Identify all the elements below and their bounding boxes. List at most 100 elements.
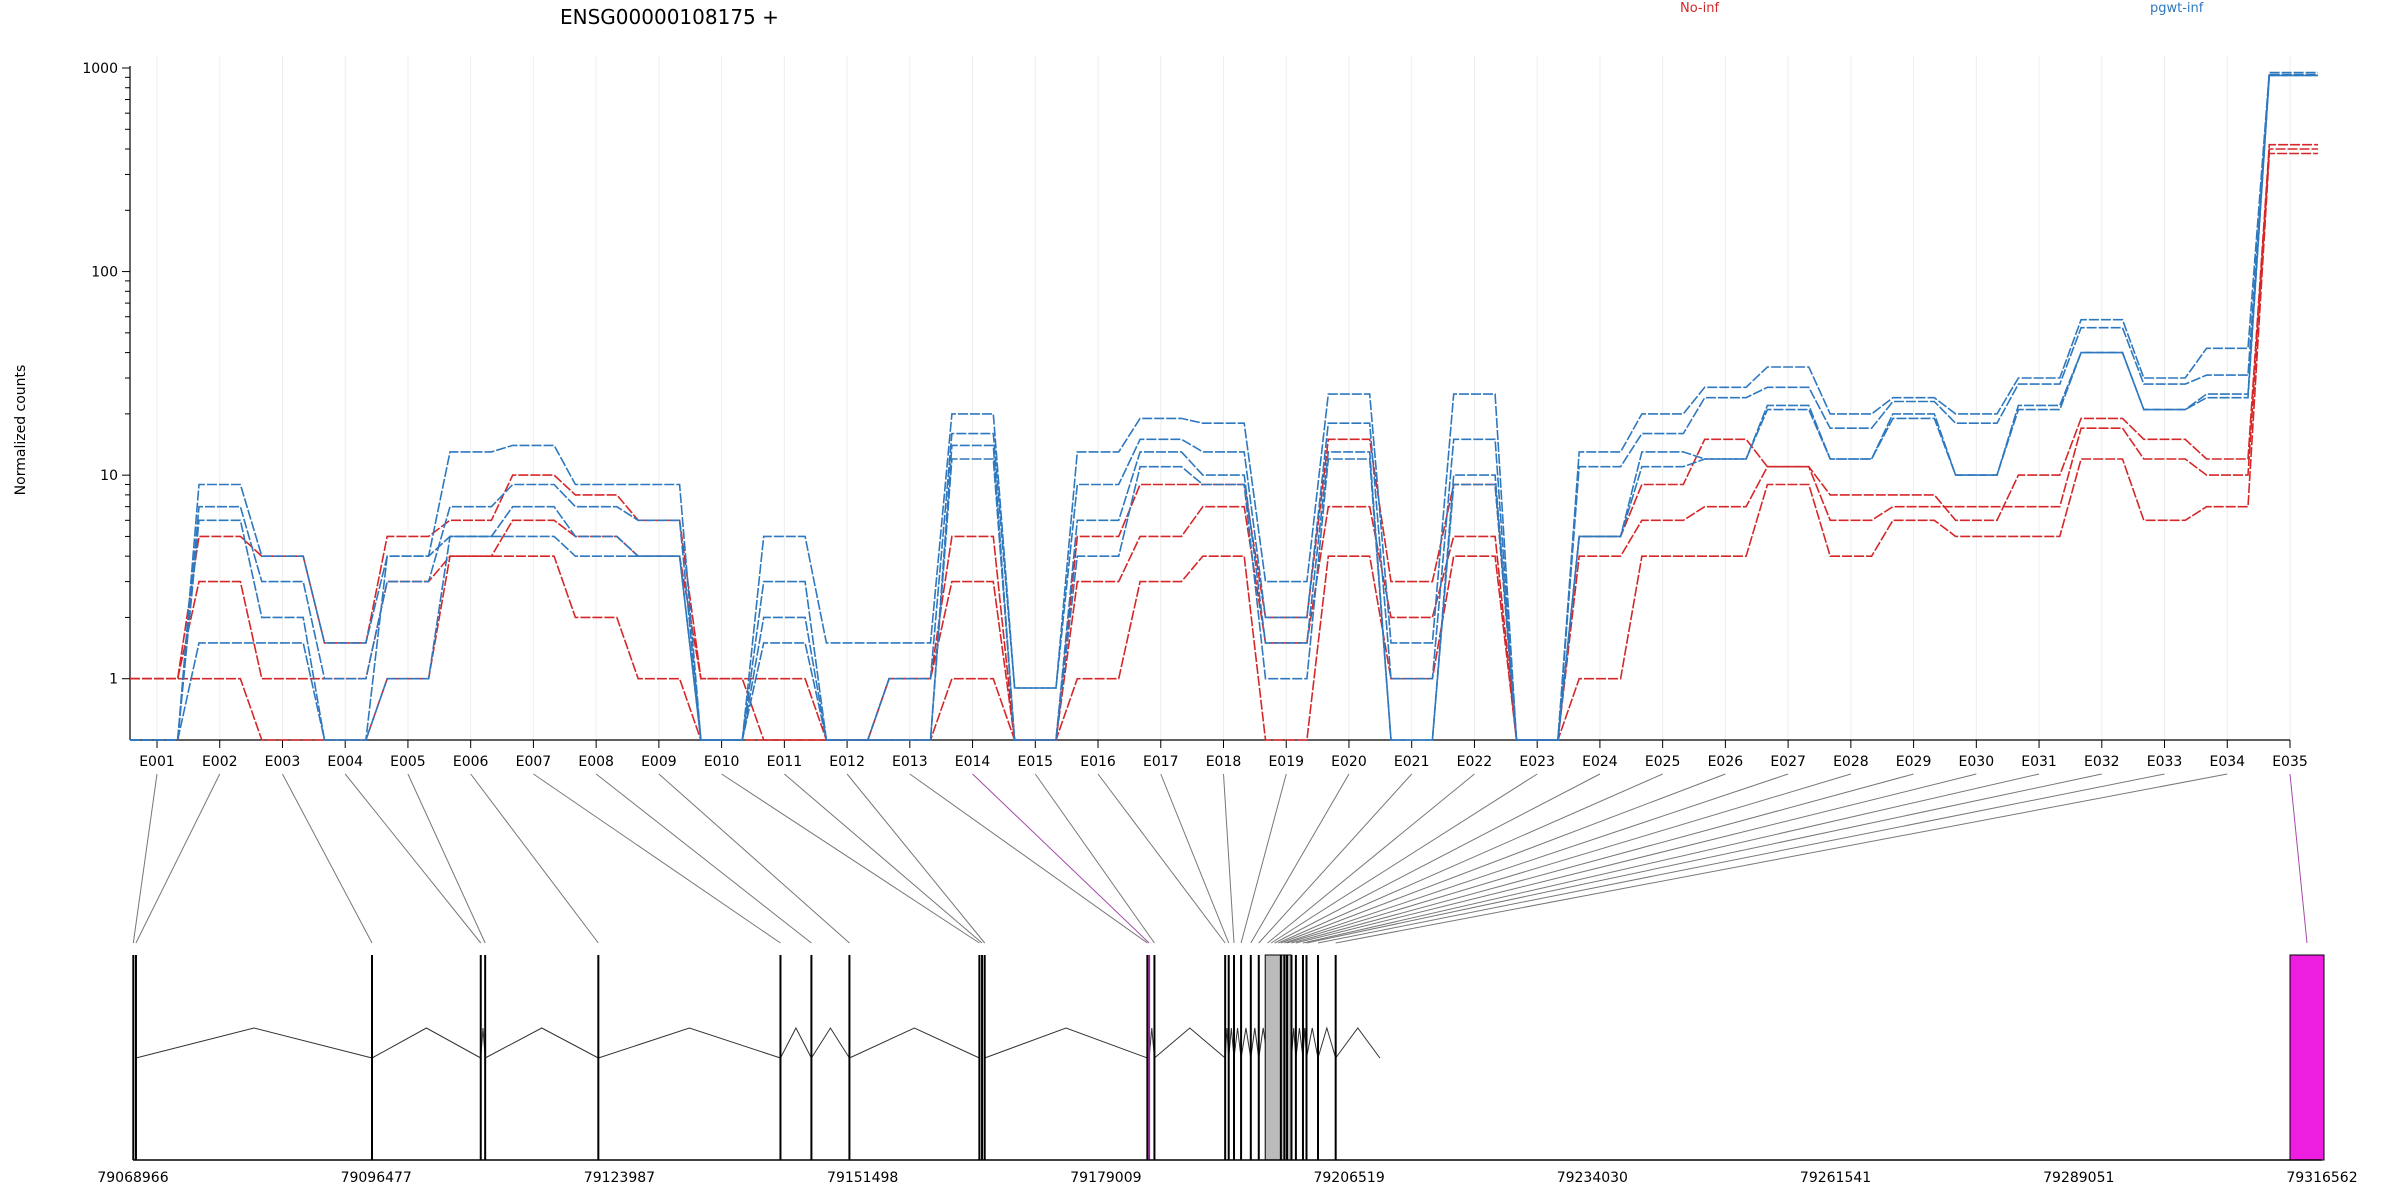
exon-connector [1267, 773, 1475, 944]
y-tick-label: 100 [91, 265, 118, 281]
genome-tick-label: 79068966 [97, 1170, 168, 1186]
x-tick-label: E031 [2021, 754, 2057, 770]
series-line-no-inf [130, 148, 2318, 741]
intron [1233, 1027, 1242, 1059]
x-tick-label: E001 [139, 754, 175, 770]
intron [1154, 1027, 1226, 1059]
exon-box [2289, 954, 2325, 1161]
series-group [130, 71, 2318, 741]
exon-connector [1291, 773, 1914, 944]
exon-connector [1258, 773, 1413, 944]
exon-connector [1240, 773, 1287, 944]
intron [598, 1027, 781, 1059]
genome-tick-label: 79179009 [1070, 1170, 1141, 1186]
exon-connector [344, 773, 482, 944]
x-tick-label: E003 [265, 754, 301, 770]
exon-connector [2289, 773, 2308, 944]
x-tick-label: E009 [641, 754, 677, 770]
legend-no-inf: No-inf [1680, 1, 1719, 16]
intron [1306, 1027, 1319, 1059]
exon-connector [470, 773, 599, 944]
genome-tick-label: 79289051 [2043, 1170, 2114, 1186]
x-tick-label: E027 [1770, 754, 1806, 770]
exon-connector [1223, 773, 1235, 944]
series-line-pgwt-inf [130, 73, 2318, 741]
exon-connector [1034, 773, 1155, 944]
intron [135, 1027, 373, 1059]
y-tick-label: 1 [109, 672, 118, 688]
x-tick-label: E006 [453, 754, 489, 770]
intron [1250, 1027, 1260, 1059]
exon-connector [1335, 773, 2228, 944]
x-tick-label: E028 [1833, 754, 1869, 770]
x-tick-label: E025 [1645, 754, 1681, 770]
x-tick-label: E016 [1080, 754, 1116, 770]
x-tick-label: E008 [578, 754, 614, 770]
y-axis-label: Normalized counts [13, 365, 29, 496]
intron [1295, 1027, 1304, 1059]
genome-tick-label: 79261541 [1800, 1170, 1871, 1186]
series-line-no-inf [130, 152, 2318, 741]
x-tick-label: E019 [1268, 754, 1304, 770]
exon-connector [1306, 773, 2102, 944]
genome-tick-label: 79096477 [341, 1170, 412, 1186]
x-tick-label: E024 [1582, 754, 1618, 770]
intron [849, 1027, 980, 1059]
x-tick-label: E005 [390, 754, 426, 770]
legend-pgwt-inf: pgwt-inf [2150, 1, 2204, 16]
genome-tick-label: 79151498 [827, 1170, 898, 1186]
genome-tick-label: 79123987 [584, 1170, 655, 1186]
x-tick-label: E021 [1394, 754, 1430, 770]
x-tick-label: E015 [1018, 754, 1054, 770]
exon-connector [721, 773, 980, 944]
exon-connector [1097, 773, 1226, 944]
x-tick-label: E026 [1708, 754, 1744, 770]
exon-connector [1302, 773, 2040, 944]
exon-connector [533, 773, 781, 944]
exon-connector [1274, 773, 1601, 944]
exon-connector [909, 773, 1148, 944]
x-tick-label: E012 [829, 754, 865, 770]
exon-connector [1280, 773, 1726, 944]
exon-connector [135, 773, 221, 944]
exon-connector [132, 773, 158, 944]
x-tick-label: E023 [1519, 754, 1555, 770]
intron [780, 1026, 812, 1059]
y-tick-label: 1000 [82, 61, 118, 77]
x-tick-label: E002 [202, 754, 238, 770]
exon-connector [972, 773, 1150, 944]
genome-tick-label: 79316562 [2286, 1170, 2357, 1186]
grid [156, 56, 2291, 740]
exon-connector [1295, 773, 1977, 944]
x-tick-label: E035 [2272, 754, 2308, 770]
exon-connector [1317, 773, 2165, 944]
intron [810, 1027, 850, 1059]
exon-connector [784, 773, 983, 944]
x-tick-label: E007 [516, 754, 552, 770]
intron [371, 1027, 481, 1059]
genome-tick-label: 79206519 [1313, 1170, 1384, 1186]
x-tick-label: E010 [704, 754, 740, 770]
x-tick-label: E017 [1143, 754, 1179, 770]
x-tick-label: E014 [955, 754, 991, 770]
x-tick-label: E013 [892, 754, 928, 770]
x-tick-label: E020 [1331, 754, 1367, 770]
exon-connector [1160, 773, 1230, 944]
chart-title: ENSG00000108175 + [560, 5, 779, 29]
exon-connector [1250, 773, 1350, 944]
x-tick-label: E030 [1959, 754, 1995, 770]
exon-connector [282, 773, 373, 944]
exon-connector [1284, 773, 1789, 944]
exon-connector [658, 773, 850, 944]
intron [1317, 1026, 1337, 1059]
intron [1335, 1027, 1381, 1059]
intron [984, 1027, 1148, 1059]
x-tick-label: E011 [767, 754, 803, 770]
x-tick-label: E034 [2209, 754, 2245, 770]
y-tick-label: 10 [100, 468, 118, 484]
intron [484, 1027, 599, 1059]
x-tick-label: E032 [2084, 754, 2120, 770]
x-tick-label: E018 [1206, 754, 1242, 770]
intron [1240, 1027, 1252, 1059]
